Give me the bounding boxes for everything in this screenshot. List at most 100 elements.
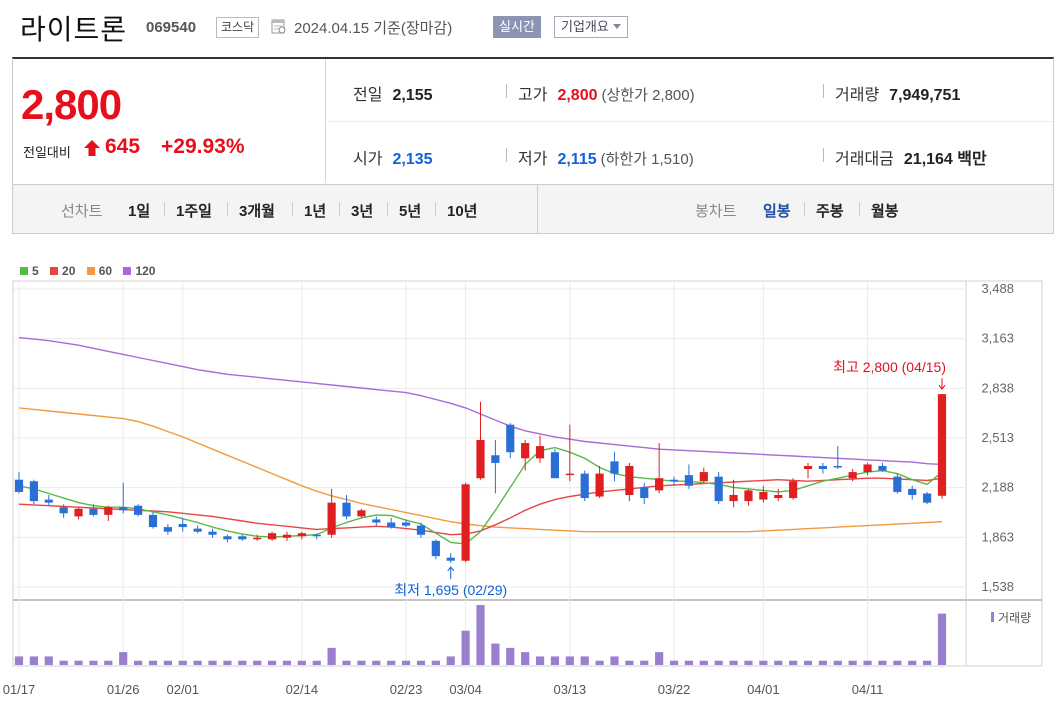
volume-bar bbox=[908, 660, 917, 665]
tab-monthly[interactable]: 월봉 bbox=[871, 203, 899, 220]
realtime-button[interactable]: 실시간 bbox=[493, 16, 541, 38]
candle-body bbox=[699, 472, 708, 482]
volume-bar bbox=[521, 652, 530, 665]
volume-legend-swatch bbox=[991, 612, 994, 622]
tab-divider bbox=[804, 202, 805, 216]
tab-5y[interactable]: 5년 bbox=[399, 203, 422, 220]
volume-bar bbox=[893, 660, 902, 665]
legend-ma5: 5 bbox=[20, 264, 39, 278]
candle-body bbox=[774, 495, 783, 499]
volume-bar bbox=[491, 643, 500, 665]
volume-bar bbox=[208, 660, 217, 665]
x-tick-label: 04/11 bbox=[852, 682, 884, 697]
candle-body bbox=[818, 465, 827, 470]
candle-body bbox=[908, 488, 917, 496]
volume-bar bbox=[312, 660, 321, 665]
volume-bar bbox=[580, 656, 589, 665]
candle-body bbox=[431, 540, 440, 557]
low-arrow-head bbox=[447, 566, 455, 572]
volume-bar bbox=[387, 660, 396, 665]
candle-body bbox=[759, 491, 768, 500]
candle-body bbox=[535, 446, 545, 459]
volume-bar bbox=[342, 660, 351, 665]
volume-bar bbox=[476, 605, 485, 665]
candle-body bbox=[729, 495, 738, 502]
tab-10y[interactable]: 10년 bbox=[447, 203, 478, 220]
tab-1d[interactable]: 1일 bbox=[128, 203, 151, 220]
candle-body bbox=[238, 536, 247, 540]
candle-body bbox=[580, 473, 589, 499]
volume-bar bbox=[178, 660, 187, 665]
candle-body bbox=[178, 524, 187, 528]
chevron-down-icon bbox=[612, 24, 621, 29]
trade-value: 거래대금 21,164 백만 bbox=[835, 151, 987, 168]
volume-bar bbox=[759, 660, 768, 665]
candle-body bbox=[669, 479, 679, 482]
y-tick-label: 2,838 bbox=[981, 380, 1014, 395]
candle-body bbox=[640, 487, 649, 499]
change-amount: 645 bbox=[105, 135, 141, 158]
volume-bar bbox=[506, 647, 515, 665]
volume-bar bbox=[565, 656, 574, 665]
volume-bar bbox=[744, 660, 753, 665]
tab-3m[interactable]: 3개월 bbox=[239, 203, 275, 220]
candle-body bbox=[506, 424, 515, 453]
candle-body bbox=[461, 484, 470, 561]
volume-bar bbox=[610, 656, 619, 665]
chart-frame bbox=[12, 280, 1043, 667]
y-tick-label: 2,188 bbox=[981, 480, 1014, 495]
tab-1w[interactable]: 1주일 bbox=[176, 203, 212, 220]
candle-body bbox=[923, 493, 932, 503]
candle-body bbox=[29, 481, 38, 502]
y-tick-label: 1,863 bbox=[981, 529, 1014, 544]
stock-name: 라이트론 bbox=[20, 14, 128, 45]
tab-weekly[interactable]: 주봉 bbox=[816, 203, 844, 220]
candle-body bbox=[134, 505, 143, 515]
volume-bar bbox=[789, 660, 798, 665]
volume-bar bbox=[14, 656, 24, 665]
volume-bar bbox=[848, 660, 857, 665]
stock-code: 069540 bbox=[146, 19, 197, 36]
volume-bar bbox=[595, 660, 604, 665]
volume-bar bbox=[238, 660, 247, 665]
prev-close: 전일 2,155 bbox=[353, 87, 433, 104]
tab-daily[interactable]: 일봉 bbox=[763, 203, 791, 220]
volume-bar bbox=[357, 660, 366, 665]
volume-bar bbox=[327, 647, 336, 665]
high-arrow-head bbox=[938, 384, 946, 390]
candle-body bbox=[893, 476, 902, 492]
candle-body bbox=[297, 533, 306, 537]
volume-bar bbox=[29, 656, 38, 665]
candle-body bbox=[625, 465, 634, 496]
tab-3y[interactable]: 3년 bbox=[351, 203, 374, 220]
volume-bar bbox=[640, 660, 649, 665]
company-overview-label: 기업개요 bbox=[561, 19, 609, 34]
ma5-line bbox=[18, 446, 943, 545]
volume-bar bbox=[104, 660, 113, 665]
candle-body bbox=[208, 531, 217, 535]
volume-bar bbox=[878, 660, 887, 665]
chart-period-tabs: 선차트 1일 1주일 3개월 1년 3년 5년 10년 봉차트 일봉 주봉 월봉 bbox=[12, 185, 1054, 234]
tab-1y[interactable]: 1년 bbox=[304, 203, 327, 220]
volume-bar bbox=[163, 660, 172, 665]
high-annotation: 최고 2,800 (04/15) bbox=[833, 359, 946, 375]
volume-bar bbox=[74, 660, 83, 665]
divider bbox=[506, 84, 507, 98]
volume-bar bbox=[535, 656, 545, 665]
company-overview-dropdown[interactable]: 기업개요 bbox=[554, 16, 628, 38]
candle-body bbox=[223, 536, 232, 540]
y-tick-label: 3,163 bbox=[981, 331, 1014, 346]
volume-bar bbox=[937, 613, 947, 665]
candlestick-chart: 3,488 3,163 2,838 2,513 2,188 1,863 1,538 01/17… bbox=[3, 280, 1043, 697]
volume-bar bbox=[714, 660, 723, 665]
volume-bar bbox=[282, 660, 292, 665]
volume-bar bbox=[267, 660, 277, 665]
candle-body bbox=[491, 455, 500, 463]
candle-body bbox=[119, 507, 128, 511]
volume-bar bbox=[59, 660, 68, 665]
volume-bar bbox=[446, 656, 455, 665]
volume-bar bbox=[134, 660, 143, 665]
candle-body bbox=[803, 465, 813, 470]
x-tick-label: 01/26 bbox=[107, 682, 140, 697]
volume-bar bbox=[729, 660, 738, 665]
